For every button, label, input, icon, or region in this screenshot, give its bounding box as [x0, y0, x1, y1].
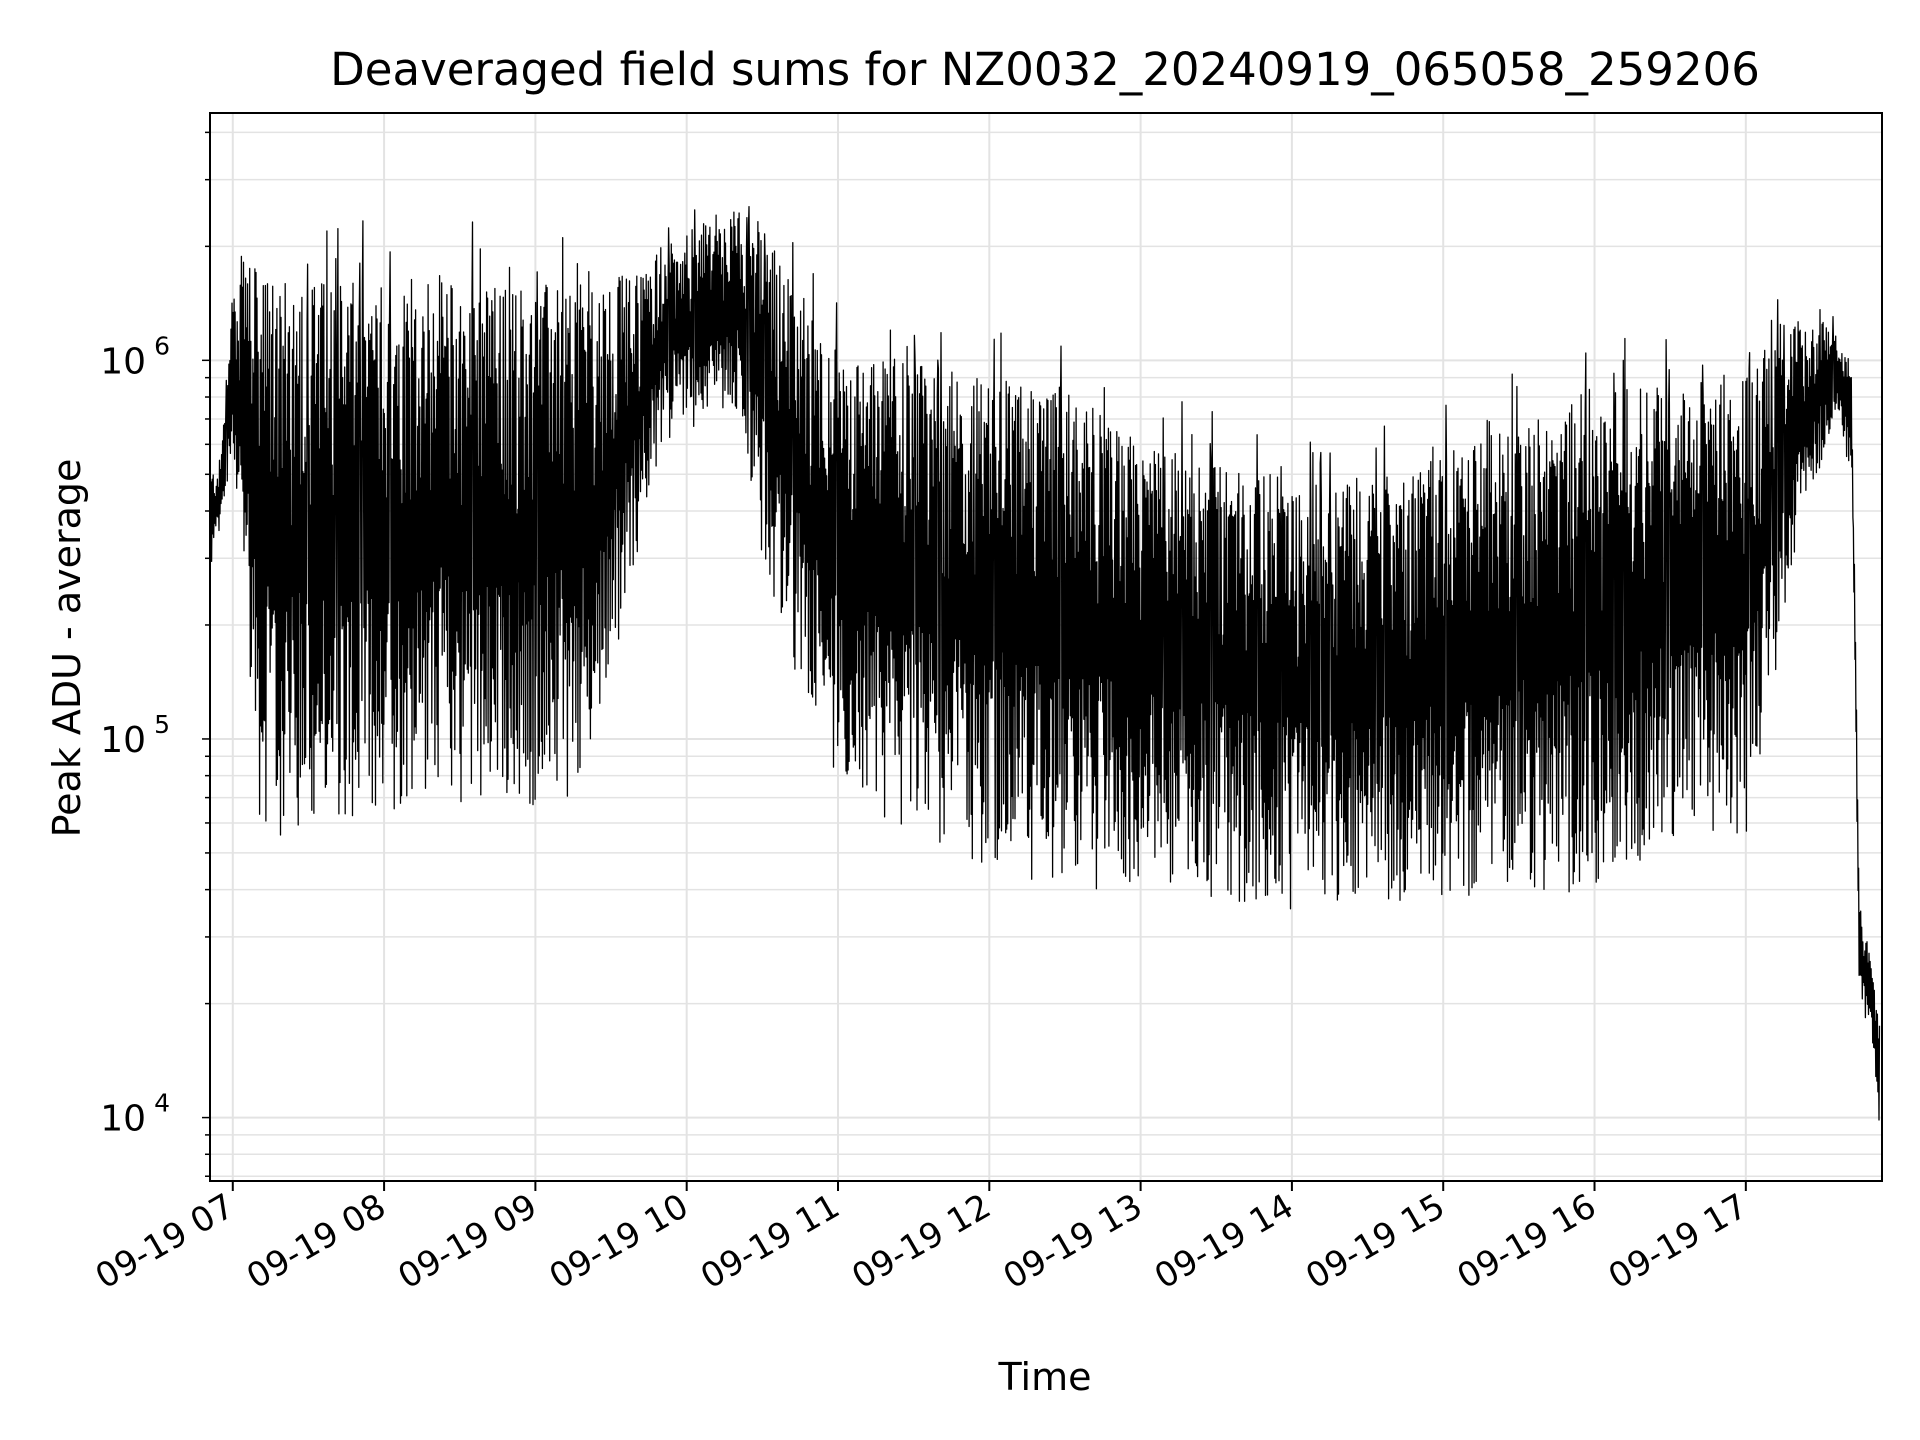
plot-frame [209, 112, 1883, 1182]
series-line [210, 205, 1881, 1121]
series-layer [210, 205, 1881, 1121]
chart-title: Deaveraged field sums for NZ0032_2024091… [330, 43, 1760, 96]
y-tick-exponent: 4 [154, 1089, 170, 1118]
y-tick-label: 10 [100, 341, 146, 382]
y-axis-label: Peak ADU - average [45, 459, 89, 838]
plot-area [210, 205, 1881, 1121]
y-tick-label: 10 [100, 1099, 146, 1140]
y-tick-label: 10 [100, 720, 146, 761]
y-tick-exponent: 5 [154, 710, 170, 739]
y-tick-exponent: 6 [154, 331, 170, 360]
x-axis-label: Time [998, 1355, 1092, 1399]
